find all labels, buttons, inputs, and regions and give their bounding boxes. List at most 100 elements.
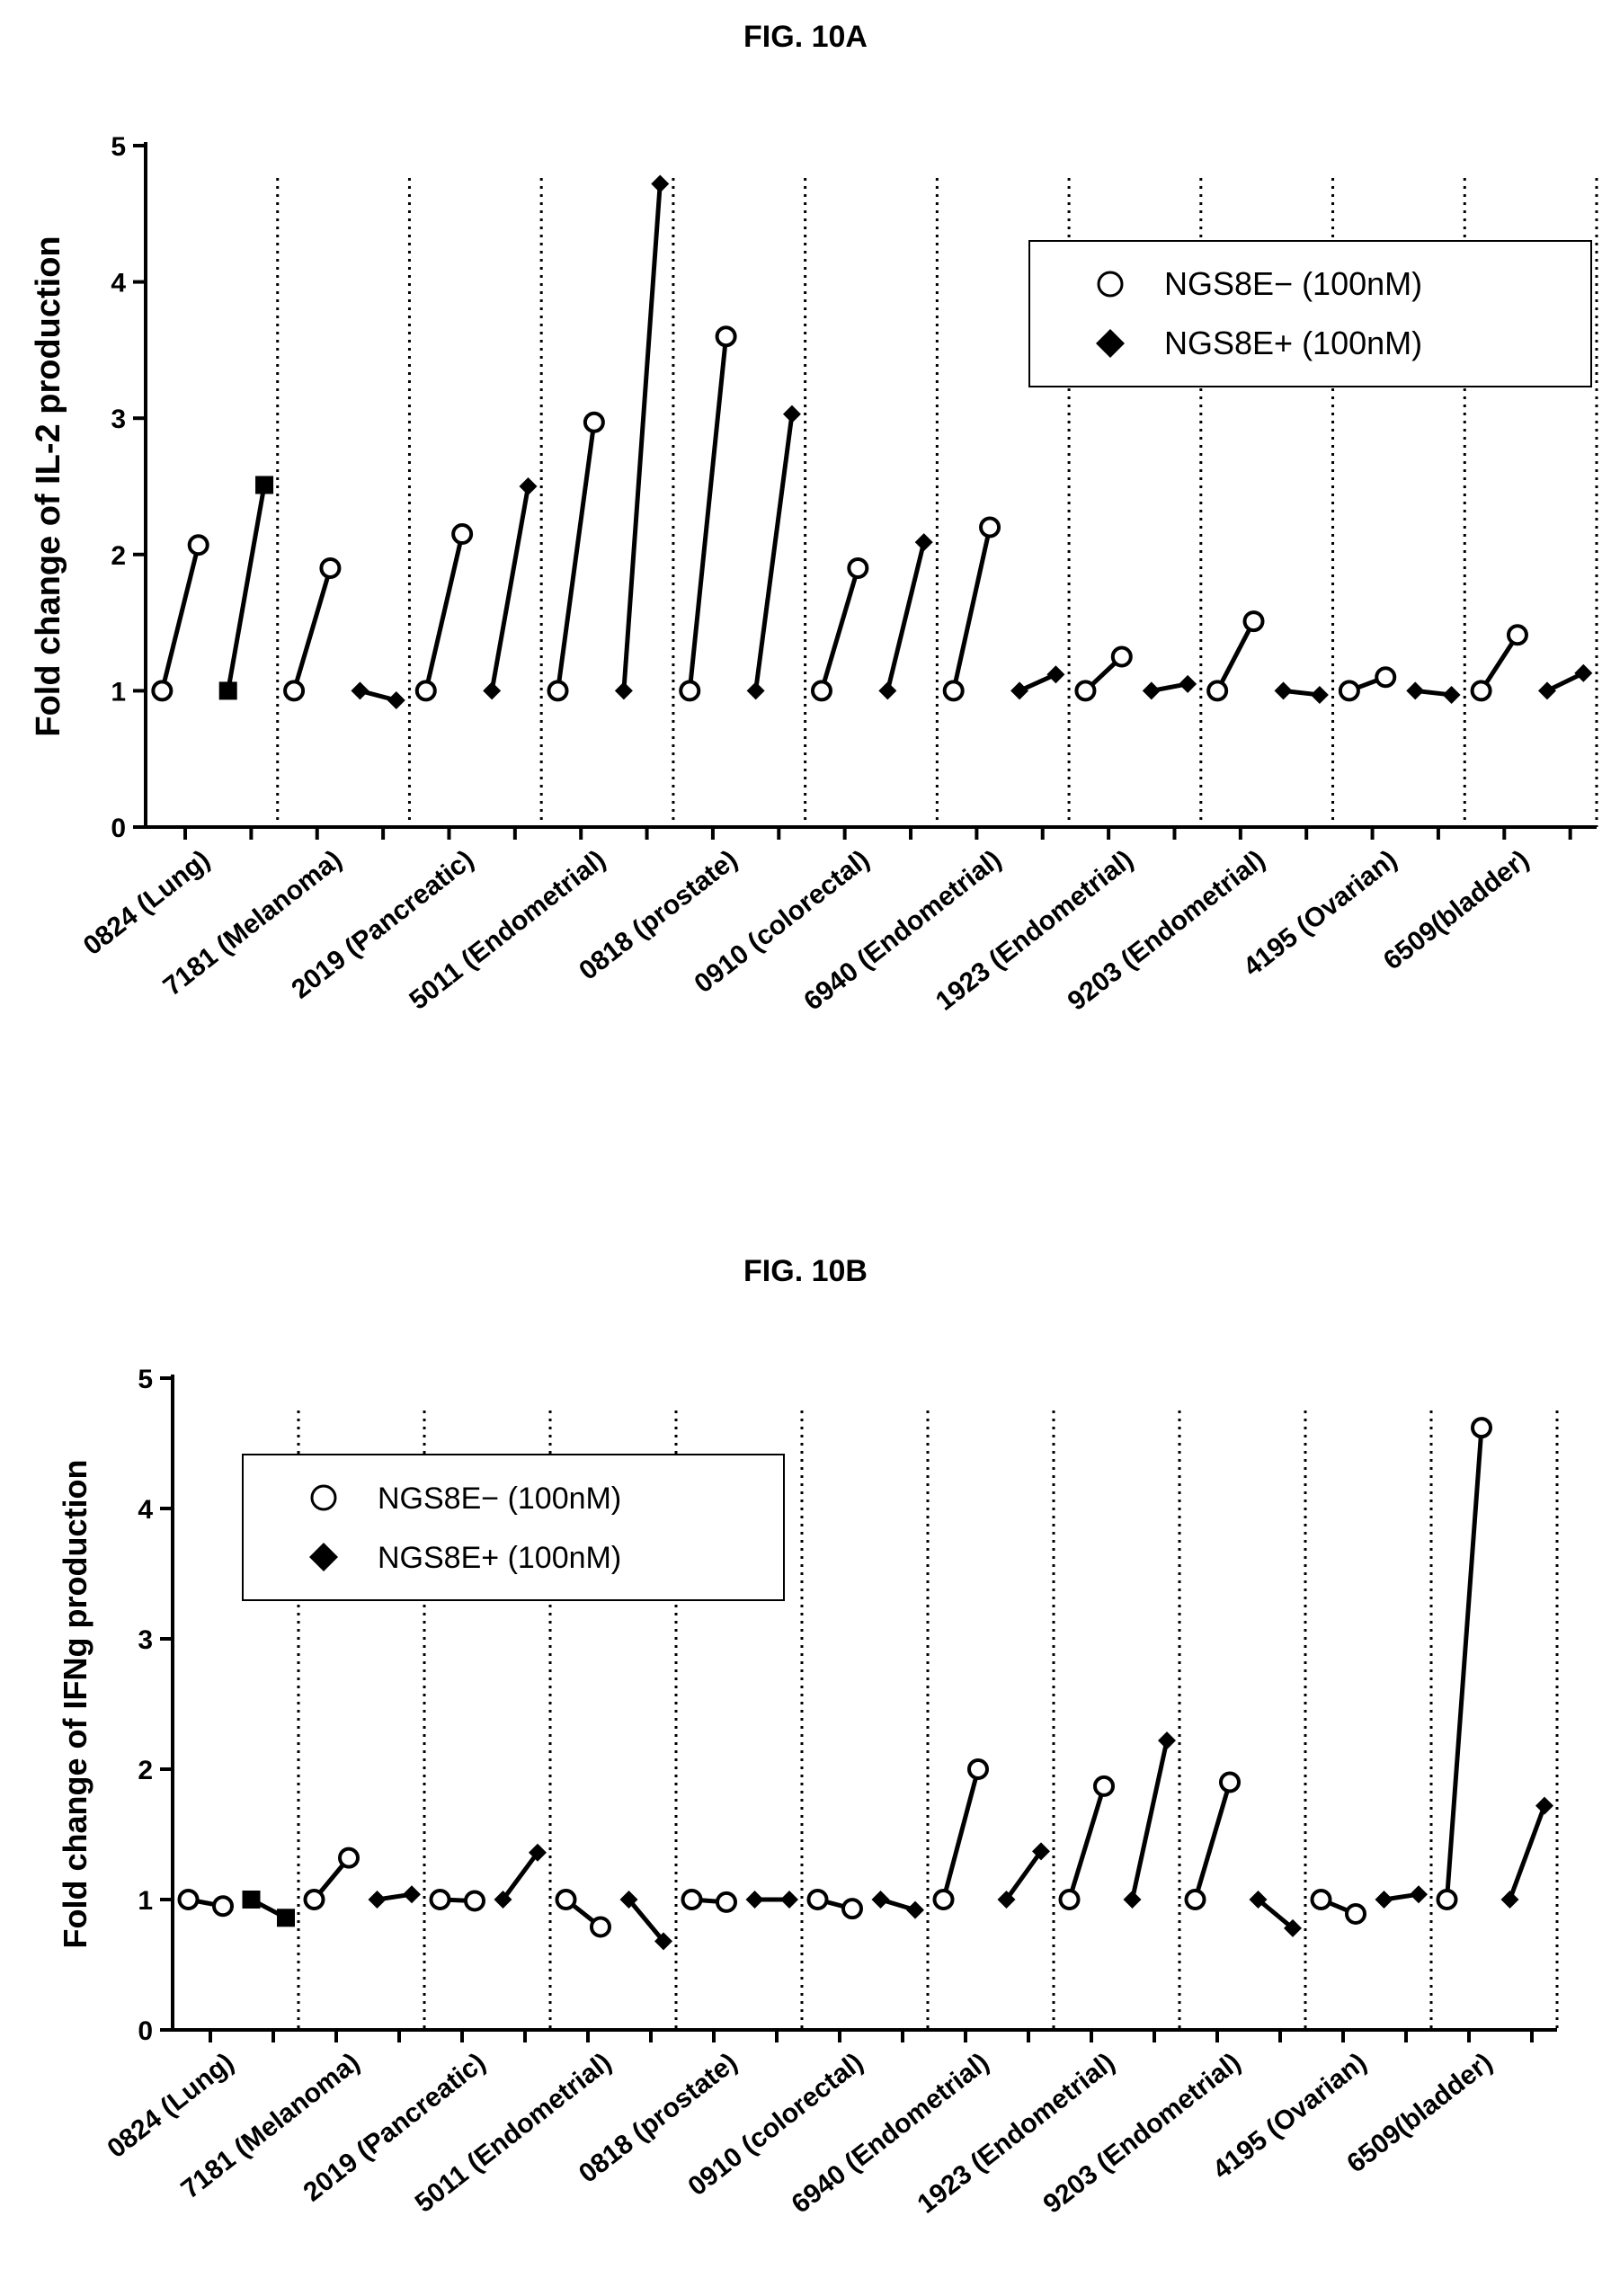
pair-line: [1256, 1898, 1295, 1930]
point-diamond-before: [1010, 681, 1029, 700]
point-circle-before: [283, 680, 306, 702]
y-tick-label: 5: [111, 132, 126, 162]
point-diamond-before: [745, 1891, 764, 1909]
pair-line: [489, 485, 530, 691]
point-diamond-before: [483, 681, 502, 700]
y-tick-label: 1: [111, 677, 126, 707]
y-axis-label: Fold change of IFNg production: [57, 1460, 93, 1949]
pair-line: [687, 335, 729, 691]
point-diamond-before: [1500, 1891, 1519, 1909]
point-diamond-after: [654, 1932, 672, 1951]
point-diamond-before: [351, 681, 369, 700]
legend-label: NGS8E− (100nM): [378, 1482, 621, 1516]
point-circle-after: [1219, 1771, 1241, 1793]
point-diamond-after: [519, 477, 538, 495]
legend-label: NGS8E− (100nM): [1164, 265, 1422, 302]
figure-title-b: FIG. 10B: [743, 1254, 868, 1288]
point-circle-before: [429, 1889, 451, 1910]
point-diamond-after: [403, 1885, 421, 1904]
legend-diamond-icon: [1096, 329, 1125, 358]
point-diamond-after: [780, 1891, 798, 1909]
point-circle-after: [1375, 666, 1397, 689]
pair-line: [1130, 1740, 1170, 1900]
point-circle-before: [1338, 680, 1360, 702]
pair-line: [627, 1898, 665, 1943]
point-diamond-before: [1274, 681, 1293, 700]
y-tick-label: 2: [111, 541, 126, 571]
point-diamond-after: [1310, 685, 1329, 704]
point-circle-after: [1471, 1417, 1492, 1439]
point-circle-before: [1184, 1889, 1206, 1910]
pair-line: [1545, 671, 1585, 693]
point-diamond-after: [1158, 1731, 1176, 1750]
point-diamond-before: [878, 681, 897, 700]
pair-line: [951, 526, 992, 691]
pair-line: [291, 567, 333, 692]
point-circle-before: [681, 1889, 703, 1910]
point-circle-before: [303, 1889, 325, 1910]
point-circle-before: [1436, 1889, 1458, 1910]
pair-line: [1193, 1781, 1233, 1900]
y-axis-label: Fold change of IL-2 production: [30, 236, 67, 736]
point-circle-after: [967, 1758, 989, 1780]
point-circle-before: [810, 680, 832, 702]
legend-label: NGS8E+ (100nM): [1164, 325, 1422, 361]
point-circle-after: [841, 1898, 863, 1920]
point-circle-after: [451, 523, 474, 546]
point-circle-after: [464, 1890, 485, 1912]
point-circle-after: [1506, 624, 1528, 646]
point-circle-after: [1110, 645, 1133, 668]
y-tick-label: 0: [111, 814, 126, 843]
point-diamond-after: [914, 533, 933, 552]
point-circle-after: [1242, 610, 1265, 633]
point-circle-after: [1093, 1775, 1115, 1797]
point-circle-before: [1310, 1889, 1332, 1910]
y-tick-label: 4: [111, 269, 126, 298]
point-diamond-before: [614, 681, 633, 700]
point-diamond-after: [387, 691, 405, 710]
pair-line: [501, 1851, 540, 1901]
legend-box: [1028, 240, 1592, 387]
point-circle-before: [151, 680, 174, 702]
y-tick-label: 3: [138, 1625, 153, 1655]
point-diamond-after: [1046, 665, 1065, 684]
pair-line: [621, 183, 663, 691]
point-circle-after: [716, 1891, 737, 1913]
point-diamond-before: [1406, 681, 1425, 700]
point-diamond-after: [782, 405, 801, 423]
legend-circle-icon: [1097, 271, 1124, 298]
point-circle-before: [547, 680, 569, 702]
point-circle-before: [177, 1889, 200, 1910]
pair-line: [556, 422, 597, 691]
point-circle-before: [555, 1889, 577, 1910]
point-circle-after: [979, 516, 1001, 538]
point-circle-before: [932, 1889, 955, 1910]
point-circle-before: [1206, 680, 1229, 702]
point-diamond-after: [529, 1843, 547, 1862]
point-circle-after: [319, 556, 342, 579]
point-circle-after: [590, 1916, 611, 1938]
legend-label: NGS8E+ (100nM): [378, 1541, 621, 1575]
y-tick-label: 4: [138, 1495, 153, 1525]
point-square-after: [255, 476, 274, 494]
legend-diamond-icon: [309, 1543, 338, 1571]
pair-line: [1479, 633, 1520, 692]
pair-line: [885, 541, 927, 691]
point-circle-before: [1058, 1889, 1081, 1910]
point-diamond-after: [1032, 1842, 1050, 1861]
point-diamond-after: [1442, 685, 1461, 704]
point-diamond-before: [1142, 681, 1161, 700]
point-diamond-before: [871, 1891, 890, 1909]
point-square-after: [277, 1909, 295, 1927]
point-diamond-before: [494, 1891, 512, 1909]
point-diamond-after: [1410, 1885, 1428, 1904]
point-circle-after: [847, 556, 869, 579]
pair-line: [1445, 1427, 1484, 1900]
pair-line: [819, 567, 860, 692]
point-diamond-after: [1574, 663, 1593, 682]
point-diamond-before: [746, 681, 765, 700]
point-square-before: [218, 681, 237, 700]
pair-line: [226, 485, 267, 691]
point-square-before: [242, 1891, 261, 1909]
